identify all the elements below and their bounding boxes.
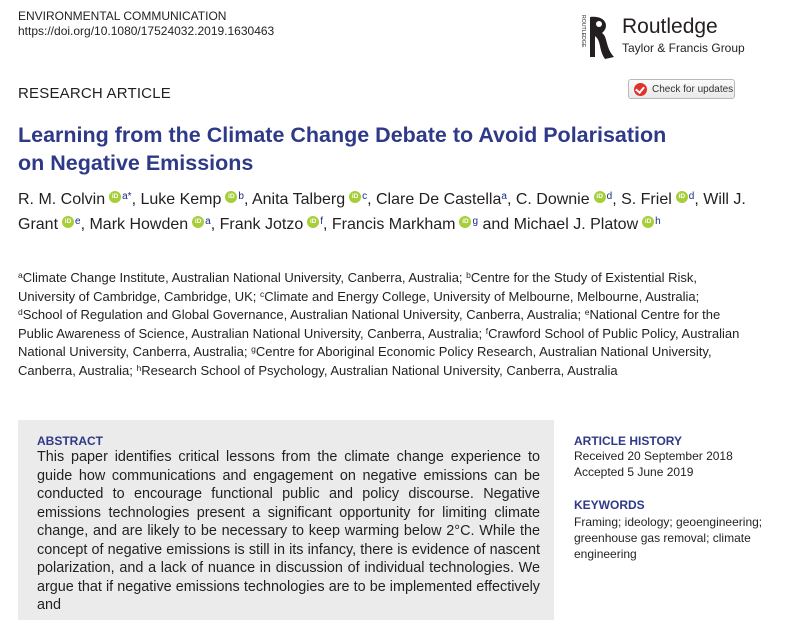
- affiliation-marker: a: [18, 270, 23, 280]
- author-name: S. Friel: [621, 191, 672, 208]
- orcid-icon[interactable]: iD: [593, 191, 606, 203]
- orcid-icon[interactable]: iD: [642, 215, 655, 228]
- title-line: Learning from the Climate Change Debate …: [18, 123, 667, 147]
- article-history-heading: ARTICLE HISTORY: [574, 434, 683, 448]
- author-affiliation-marker: c: [362, 191, 368, 202]
- author-affiliation-marker: g: [472, 215, 479, 227]
- affiliation-text: Climate and Energy College, University o…: [264, 288, 700, 304]
- author-affiliation-marker: e: [75, 215, 81, 227]
- orcid-icon[interactable]: iD: [192, 215, 205, 228]
- publisher-logo[interactable]: ROUTLEDGE Routledge Taylor & Francis Gro…: [578, 13, 758, 63]
- abstract-heading: ABSTRACT: [37, 434, 103, 448]
- journal-name: ENVIRONMENTAL COMMUNICATION: [18, 9, 227, 23]
- author-affiliation-marker: a: [501, 191, 507, 202]
- orcid-icon[interactable]: iD: [459, 215, 472, 228]
- author[interactable]: Frank Jotzo iD f: [219, 215, 323, 233]
- publisher-group: Taylor & Francis Group: [622, 41, 745, 55]
- author-name: Francis Markham: [331, 215, 456, 233]
- author[interactable]: Anita Talberg iD c: [252, 191, 367, 208]
- orcid-icon[interactable]: iD: [109, 191, 122, 203]
- accepted-date: Accepted 5 June 2019: [574, 465, 694, 479]
- author-name: Mark Howden: [89, 215, 189, 233]
- keywords-heading: KEYWORDS: [574, 498, 645, 512]
- author-name: Frank Jotzo: [219, 215, 304, 233]
- affiliation-text: Crawford School of Public Policy, Austra…: [18, 325, 740, 360]
- author[interactable]: Will J. Grant iD e: [18, 191, 746, 233]
- author-affiliation-marker: f: [320, 215, 323, 227]
- journal-header: ENVIRONMENTAL COMMUNICATION https://doi.…: [18, 9, 274, 39]
- publisher-brand: Routledge: [622, 15, 718, 38]
- author-name: Will J. Grant: [18, 191, 746, 233]
- author-name: Michael J. Platow: [513, 215, 639, 233]
- author[interactable]: S. Friel iD d: [621, 191, 694, 208]
- check-updates-label: Check for updates: [652, 83, 734, 95]
- author[interactable]: Michael J. Platow iD h: [513, 215, 661, 233]
- title-line: on Negative Emissions: [18, 151, 254, 175]
- author-name: Anita Talberg: [251, 191, 346, 208]
- article-history: Received 20 September 2018 Accepted 5 Ju…: [574, 448, 774, 480]
- author-name: Luke Kemp: [140, 191, 222, 208]
- affiliation-marker: h: [136, 362, 142, 373]
- author[interactable]: Mark Howden iD a: [89, 215, 211, 233]
- author[interactable]: Clare De Castellaa: [376, 191, 507, 208]
- author-name: Clare De Castella: [375, 191, 502, 208]
- abstract-text: This paper identifies critical lessons f…: [37, 449, 540, 613]
- article-type: RESEARCH ARTICLE: [18, 85, 171, 102]
- orcid-icon[interactable]: iD: [349, 191, 362, 203]
- author[interactable]: C. Downie iD d: [516, 191, 612, 208]
- orcid-icon[interactable]: iD: [307, 215, 320, 228]
- received-date: Received 20 September 2018: [574, 449, 733, 463]
- author-affiliation-marker: a*: [122, 191, 132, 202]
- orcid-icon[interactable]: iD: [675, 191, 688, 203]
- author[interactable]: Francis Markham iD g: [331, 215, 479, 233]
- affiliation-text: Centre for Aboriginal Economic Policy Re…: [18, 344, 712, 378]
- logo-spine-text: ROUTLEDGE: [580, 15, 586, 48]
- affiliation-marker: b: [466, 270, 471, 280]
- affiliation-text: School of Regulation and Global Governan…: [22, 307, 585, 323]
- affiliation-text: Research School of Psychology, Australia…: [141, 362, 618, 378]
- affiliation-text: National Centre for the Public Awareness…: [18, 307, 721, 341]
- author[interactable]: Luke Kemp iD b: [140, 191, 244, 208]
- author-affiliation-marker: d: [606, 191, 613, 202]
- author-affiliation-marker: b: [238, 191, 244, 202]
- affiliation-text: Climate Change Institute, Australian Nat…: [22, 270, 467, 285]
- affiliation-marker: d: [18, 307, 23, 318]
- author-affiliation-marker: d: [688, 191, 695, 202]
- author-list: R. M. Colvin iD a*, Luke Kemp iD b, Anita Ta…: [18, 191, 746, 233]
- check-updates-icon: [634, 82, 647, 96]
- orcid-icon[interactable]: iD: [225, 191, 238, 203]
- keywords-text: Framing; ideology; geoengineering; green…: [574, 515, 763, 561]
- article-title: Learning from the Climate Change Debate …: [18, 121, 778, 177]
- author[interactable]: R. M. Colvin iD a*: [18, 191, 132, 208]
- affiliation-marker: c: [260, 288, 265, 299]
- affiliation-marker: f: [485, 325, 489, 336]
- affiliation-text: Centre for the Study of Existential Risk…: [18, 270, 698, 304]
- author-name: C. Downie: [515, 191, 590, 208]
- affiliation-marker: g: [251, 344, 256, 355]
- abstract-panel: [18, 420, 554, 620]
- doi-link[interactable]: https://doi.org/10.1080/17524032.2019.16…: [18, 24, 275, 38]
- check-for-updates-button[interactable]: Check for updates: [628, 79, 735, 99]
- affiliations: aClimate Change Institute, Australian Na…: [18, 269, 740, 381]
- affiliation-marker: e: [584, 307, 590, 318]
- author-affiliation-marker: h: [655, 215, 661, 227]
- author-name: R. M. Colvin: [18, 191, 106, 208]
- routledge-logo-icon: ROUTLEDGE: [580, 15, 614, 60]
- author-affiliation-marker: a: [205, 215, 211, 227]
- orcid-icon[interactable]: iD: [62, 215, 75, 228]
